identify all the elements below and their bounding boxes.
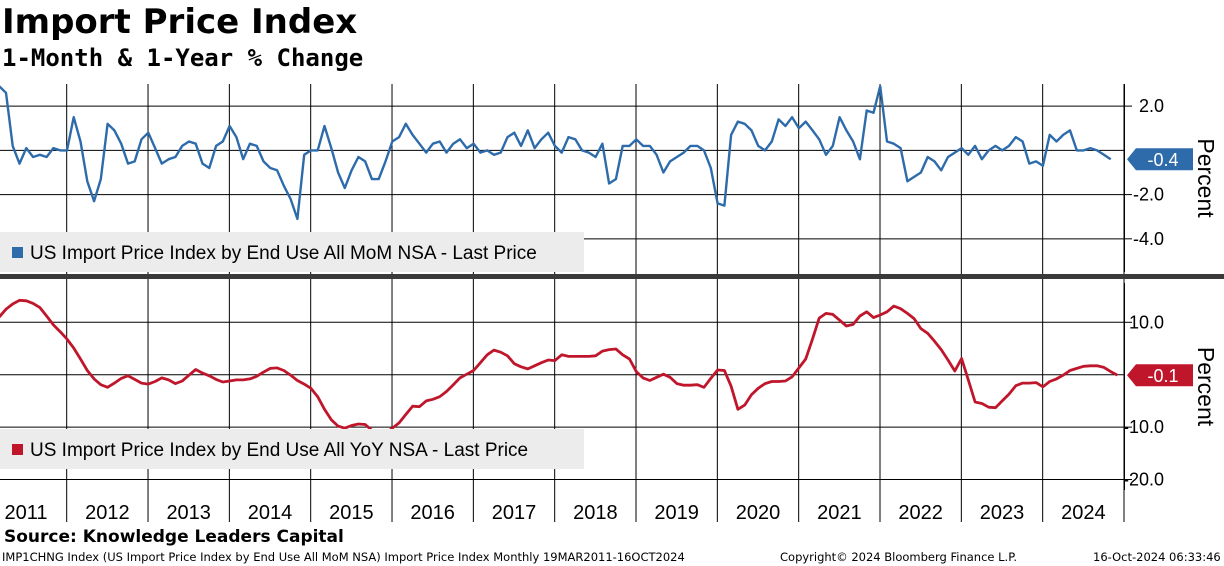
x-tick-label: 2015 [329, 502, 374, 524]
y-tick-label: -10.0 [1123, 417, 1164, 437]
y-tick-label: -4.0 [1133, 229, 1164, 249]
y-axis-title: Percent [1193, 138, 1219, 218]
panel-separator [0, 274, 1224, 279]
chart-title: Import Price Index [2, 2, 358, 42]
footer-description: IMP1CHNG Index (US Import Price Index by… [2, 550, 685, 564]
legend-box [0, 232, 584, 272]
x-tick-label: 2017 [492, 502, 537, 524]
last-value-tag [1127, 364, 1193, 387]
last-value-tag [1127, 148, 1193, 171]
footer-timestamp: 16-Oct-2024 06:33:46 [1093, 550, 1221, 564]
y-axis-title: Percent [1193, 347, 1219, 427]
panel-mom: 2.0 -2.0 -4.0 Percent -0.4 US Import Price In… [0, 84, 1219, 272]
x-tick-label: 2021 [817, 502, 862, 524]
last-value-label: -0.1 [1147, 366, 1178, 386]
series-line-mom [0, 84, 1112, 221]
x-tick-label: 2013 [166, 502, 211, 524]
x-tick-label: 2020 [736, 502, 781, 524]
series-line-yoy [0, 298, 1119, 436]
x-tick-label: 2018 [573, 502, 618, 524]
panel-yoy: 10.0 -10.0 -20.0 Percent -0.1 US Import Price… [0, 283, 1219, 490]
chart-subtitle: 1-Month & 1-Year % Change [2, 44, 364, 72]
legend-box [0, 429, 584, 469]
x-tick-label: 2011 [5, 502, 48, 524]
y-tick-label: 10.0 [1129, 312, 1164, 332]
legend-label: US Import Price Index by End Use All YoY… [30, 440, 528, 461]
x-tick-label: 2024 [1061, 502, 1106, 524]
x-tick-label: 2014 [248, 502, 293, 524]
x-tick-label: 2019 [654, 502, 699, 524]
legend-swatch [12, 247, 23, 258]
legend-label: US Import Price Index by End Use All MoM… [30, 243, 537, 264]
source-note: Source: Knowledge Leaders Capital [4, 527, 344, 547]
last-value-label: -0.4 [1147, 150, 1178, 170]
x-tick-label: 2012 [85, 502, 130, 524]
y-tick-label: -20.0 [1123, 470, 1164, 490]
footer-copyright: Copyright© 2024 Bloomberg Finance L.P. [780, 550, 1017, 564]
y-tick-label: -2.0 [1133, 185, 1164, 205]
x-tick-label: 2016 [410, 502, 455, 524]
x-tick-label: 2023 [980, 502, 1025, 524]
legend-swatch [12, 444, 23, 455]
x-tick-label: 2022 [898, 502, 943, 524]
y-tick-label: 2.0 [1139, 96, 1164, 116]
